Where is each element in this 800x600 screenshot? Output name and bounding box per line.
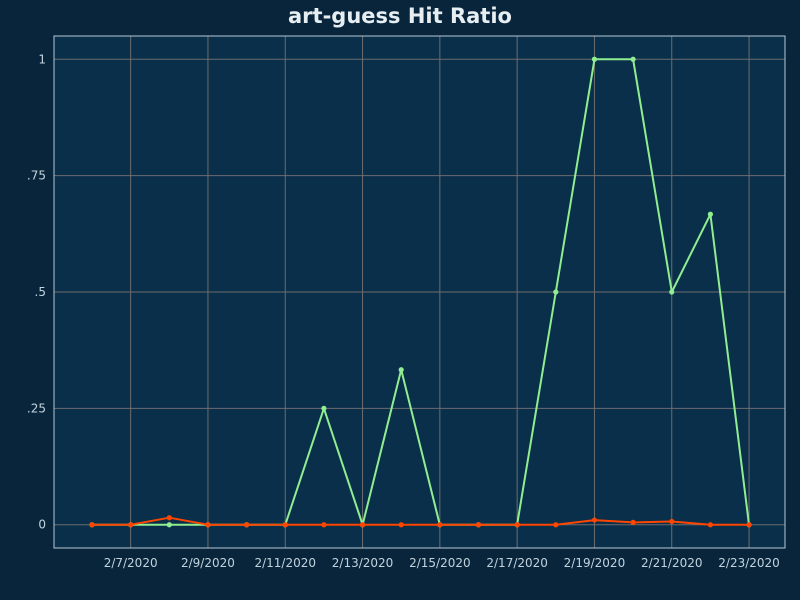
x-tick-label: 2/23/2020 [718, 556, 780, 570]
series-2-point [359, 522, 366, 528]
series-2-point [89, 522, 95, 528]
x-tick-label: 2/15/2020 [409, 556, 471, 570]
x-tick-label: 2/13/2020 [332, 556, 394, 570]
series-1-point [669, 289, 675, 295]
x-tick-label: 2/19/2020 [564, 556, 626, 570]
series-2-point [591, 517, 598, 523]
series-1-point [553, 289, 559, 295]
series-2-point [475, 522, 482, 528]
series-1-point [591, 56, 598, 62]
series-2-point [746, 522, 752, 528]
series-1-point [321, 405, 327, 411]
x-tick-label: 2/7/2020 [104, 556, 158, 570]
series-1-point [630, 56, 636, 62]
y-tick-label: .5 [35, 285, 46, 299]
x-tick-label: 2/17/2020 [486, 556, 548, 570]
series-2-point [437, 522, 443, 528]
plot-frame [53, 35, 786, 549]
series-2-point [553, 522, 559, 528]
series-2-point [282, 522, 288, 528]
series-2-point [244, 522, 250, 528]
x-tick-label: 2/11/2020 [254, 556, 316, 570]
x-tick-label: 2/9/2020 [181, 556, 235, 570]
series-2-point [128, 522, 134, 528]
chart-title: art-guess Hit Ratio [288, 4, 512, 28]
y-tick-label: .25 [27, 401, 46, 415]
series-2-point [669, 518, 675, 525]
y-tick-label: 1 [38, 52, 46, 66]
series-2-point [707, 522, 714, 528]
series-2-point [630, 519, 636, 526]
series-2-point [166, 515, 172, 521]
series-2-point [205, 522, 211, 528]
series-1-point [166, 522, 172, 528]
series-2-point [398, 522, 404, 528]
series-1-point [707, 211, 714, 217]
series-1-point [398, 367, 404, 373]
series-2-line [92, 516, 749, 526]
series-2-point [321, 522, 327, 528]
x-tick-label: 2/21/2020 [641, 556, 703, 570]
series-2-point [514, 522, 520, 528]
y-tick-label: .75 [27, 169, 46, 183]
y-tick-label: 0 [38, 518, 46, 532]
series-1-line [92, 58, 750, 526]
